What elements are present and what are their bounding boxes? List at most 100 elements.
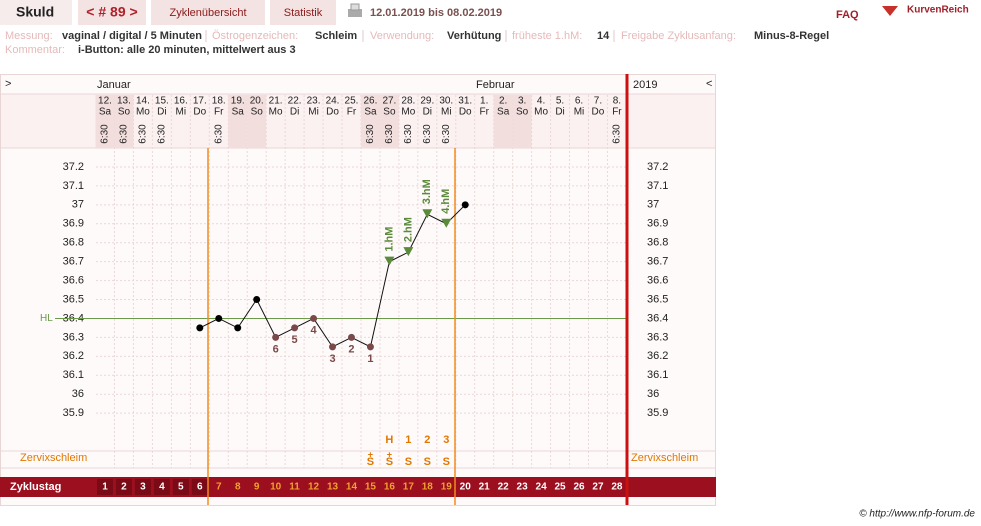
cycle-day: 4 (159, 482, 165, 493)
comment-label: Kommentar: (5, 44, 65, 56)
cycle-day: 22 (498, 482, 510, 493)
y-tick-label: 36.2 (647, 350, 668, 362)
cycle-day-cell (438, 479, 455, 495)
y-tick-label: 36.5 (647, 293, 668, 305)
weekday: Sa (497, 107, 510, 118)
time: 6:30 (119, 124, 130, 144)
mucus: S (367, 456, 374, 468)
date: 21. (269, 96, 283, 107)
y-tick-label: 35.9 (647, 407, 668, 419)
date: 18. (212, 96, 226, 107)
weekend-shade (493, 95, 513, 148)
faq-link[interactable]: FAQ (836, 9, 859, 21)
temperature-point (384, 256, 395, 266)
date: 19. (231, 96, 245, 107)
y-tick-label: 36.4 (647, 312, 668, 324)
date: 13. (117, 96, 131, 107)
time: 6:30 (138, 124, 149, 144)
cycle-day: 2 (121, 482, 127, 493)
temperature-point (403, 247, 414, 257)
y-tick-label: 35.9 (63, 407, 84, 419)
y-tick-label: 37.1 (647, 180, 668, 192)
cycle-day-cell (267, 479, 284, 495)
cycle-day: 26 (573, 482, 585, 493)
cycle-day-cell (191, 479, 208, 495)
mucus-label: Zervixschleim (20, 452, 87, 464)
weekday: Mo (269, 107, 283, 118)
weekend-shade (114, 95, 134, 148)
weekday: Mo (401, 107, 415, 118)
field-label: Messung: (5, 30, 53, 42)
cycle-day-cell (457, 479, 474, 495)
temperature-point (441, 218, 452, 228)
date: 25. (345, 96, 359, 107)
cycle-nav[interactable]: < # 89 > (86, 4, 137, 20)
weekday: So (516, 107, 529, 118)
temperature-point (347, 333, 355, 341)
y-tick-label: 36.1 (63, 369, 84, 381)
cycle-day: 12 (308, 482, 320, 493)
mucus: S (405, 456, 412, 468)
high-label: 3.hM (421, 179, 433, 204)
field-label: Verwendung: (370, 30, 434, 42)
high-label: 1.hM (383, 227, 395, 252)
weekday: Mi (574, 107, 585, 118)
peak-label: 3 (443, 434, 449, 446)
low-label: 1 (367, 353, 373, 365)
cycle-day: 21 (479, 482, 491, 493)
y-tick-label: 37 (647, 199, 659, 211)
peak-label: 2 (424, 434, 430, 446)
cycle-day: 23 (517, 482, 529, 493)
cycle-day-cell (571, 479, 587, 495)
weekday: Sa (364, 107, 377, 118)
date: 24. (326, 96, 340, 107)
logo[interactable]: KurvenReich (907, 5, 969, 16)
tab[interactable]: Statistik (284, 7, 323, 19)
date: 31. (458, 96, 472, 107)
temperature-point (234, 324, 242, 332)
cycle-day-cell (514, 479, 531, 495)
date: 6. (575, 96, 583, 107)
mucus: S (424, 456, 431, 468)
cycle-day-cell (343, 479, 360, 495)
month-label: Januar (97, 79, 131, 91)
cycle-day: 19 (441, 482, 453, 493)
temperature-point (461, 201, 469, 209)
nav-next[interactable]: < (706, 78, 712, 90)
mucus-plus: + (387, 449, 392, 459)
cycle-day: 20 (460, 482, 472, 493)
tab[interactable]: Zyklenübersicht (169, 7, 246, 19)
printer-paper (350, 3, 360, 11)
y-tick-label: 37 (72, 199, 84, 211)
y-tick-label: 36.5 (63, 293, 84, 305)
cycle-day: 6 (197, 482, 203, 493)
cycle-day-cell (115, 479, 132, 495)
cycle-day-cell (305, 479, 322, 495)
logo-icon (882, 6, 898, 16)
date: 4. (537, 96, 545, 107)
temperature-point (329, 343, 337, 351)
temperature-point (196, 324, 204, 332)
y-tick-label: 36.3 (647, 331, 668, 343)
nav-prev[interactable]: > (5, 78, 11, 90)
weekday: Do (592, 107, 605, 118)
date: 15. (155, 96, 169, 107)
cycle-day-cell (134, 479, 151, 495)
weekday: Do (326, 107, 339, 118)
cycle-day-cell (381, 479, 398, 495)
y-tick-label: 36 (72, 388, 84, 400)
time: 6:30 (365, 124, 376, 144)
cycle-day: 25 (554, 482, 566, 493)
comment-value: i-Button: alle 20 minuten, mittelwert au… (78, 44, 296, 56)
cycle-day-cell (153, 479, 170, 495)
weekday: Fr (612, 107, 622, 118)
time: 6:30 (384, 124, 395, 144)
weekday: Di (157, 107, 166, 118)
cycle-day-cell (97, 479, 113, 495)
user-name: Skuld (16, 4, 54, 20)
date: 22. (288, 96, 302, 107)
date: 23. (307, 96, 321, 107)
print-icon[interactable] (348, 3, 362, 17)
date: 3. (518, 96, 526, 107)
